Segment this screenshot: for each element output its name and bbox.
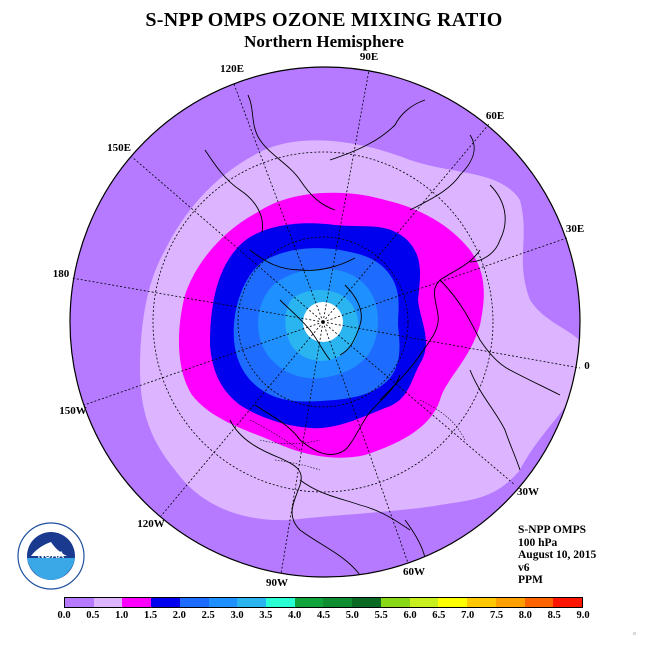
colorbar-segment — [179, 598, 209, 607]
colorbar-tick-label: 8.0 — [518, 610, 532, 621]
colorbar-segment — [122, 598, 152, 607]
colorbar-tick-label: 4.0 — [288, 610, 302, 621]
colorbar-segment — [524, 598, 554, 607]
colorbar-segment — [266, 598, 295, 607]
map-boundary — [69, 66, 581, 578]
colorbar-segment — [495, 598, 525, 607]
colorbar-tick-label: 2.0 — [172, 610, 186, 621]
info-date: August 10, 2015 — [518, 549, 597, 562]
colorbar-tick-label: 0.5 — [86, 610, 100, 621]
colorbar-segment — [380, 598, 410, 607]
info-units: PPM — [518, 574, 543, 587]
chart-subtitle: Northern Hemisphere — [244, 32, 404, 51]
colorbar-tick-label: 8.5 — [547, 610, 561, 621]
lon-label-0: 0 — [584, 360, 590, 372]
colorbar-segment — [93, 598, 123, 607]
colorbar-segment — [467, 598, 496, 607]
colorbar-tick-label: 5.0 — [345, 610, 359, 621]
colorbar-tick-label: 5.5 — [374, 610, 388, 621]
colorbar-tick-label: 0.0 — [57, 610, 71, 621]
lon-label-120e: 120E — [220, 63, 244, 75]
colorbar-ticks: 0.0 0.5 1.0 1.5 2.0 2.5 3.0 3.5 4.0 4.5 5.0 5.5 6.0 6… — [57, 610, 589, 624]
coastlines — [204, 94, 561, 577]
lon-label-120w: 120W — [137, 518, 165, 530]
colorbar-tick-label: 1.0 — [115, 610, 129, 621]
colorbar-tick-label: 9.0 — [576, 610, 590, 621]
colorbar-segment — [438, 598, 468, 607]
chart-title: S-NPP OMPS OZONE MIXING RATIO — [145, 9, 503, 31]
graticule — [71, 69, 581, 575]
colorbar-segment — [65, 598, 94, 607]
colorbar-tick-label: 3.5 — [259, 610, 273, 621]
colorbar-tick-label: 6.5 — [432, 610, 446, 621]
map-info: S-NPP OMPS 100 hPa August 10, 2015 v6 PP… — [518, 524, 596, 587]
lon-label-60w: 60W — [403, 566, 425, 578]
info-level: 100 hPa — [518, 536, 558, 549]
colorbar-segment — [237, 598, 267, 607]
ozone-contour-layer — [70, 67, 580, 577]
lon-label-90e: 90E — [359, 51, 379, 63]
corner-mark — [633, 632, 636, 635]
lon-label-150e: 150E — [107, 142, 131, 154]
info-version: v6 — [518, 561, 530, 574]
info-instrument: S-NPP OMPS — [518, 524, 587, 536]
colorbar-segment — [323, 598, 353, 607]
lon-label-150w: 150W — [59, 405, 87, 417]
lon-label-90w: 90W — [266, 577, 288, 589]
noaa-logo-icon: NOAA — [17, 522, 85, 590]
lon-label-60e: 60E — [485, 110, 505, 122]
colorbar-segment — [409, 598, 439, 607]
colorbar-segment — [294, 598, 324, 607]
colorbar-tick-label: 6.0 — [403, 610, 417, 621]
logo-text: NOAA — [38, 550, 65, 560]
colorbar-tick-label: 4.5 — [316, 610, 331, 621]
colorbar-tick-label: 2.5 — [201, 610, 215, 621]
colorbar-tick-label: 1.5 — [143, 610, 158, 621]
lon-label-30w: 30W — [517, 486, 539, 498]
colorbar-tick-label: 7.5 — [489, 610, 504, 621]
borders-dotted — [249, 399, 466, 471]
lon-label-180: 180 — [52, 268, 70, 280]
colorbar-tick-label: 7.0 — [461, 610, 475, 621]
colorbar-segment — [352, 598, 381, 607]
lon-label-30e: 30E — [565, 223, 585, 235]
colorbar-segment — [208, 598, 238, 607]
colorbar-segment — [553, 598, 582, 607]
colorbar-tick-label: 3.0 — [230, 610, 244, 621]
colorbar-segment — [151, 598, 180, 607]
colorbar — [64, 597, 583, 608]
